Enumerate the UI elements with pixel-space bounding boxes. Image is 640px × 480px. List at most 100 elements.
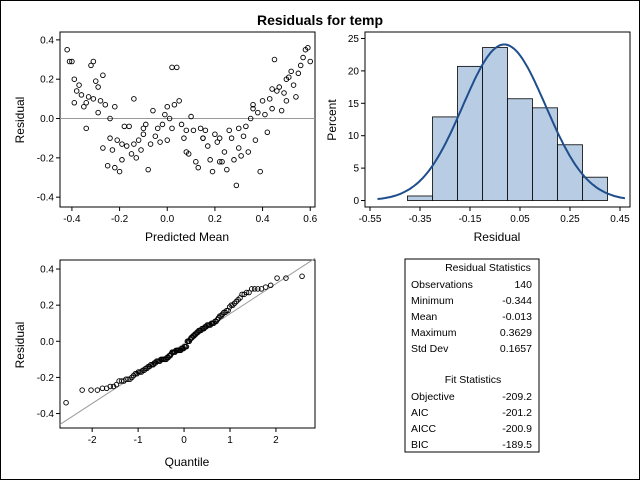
qq-point [135,369,142,375]
qq-x-tick-label: -1 [134,435,143,446]
scatter-point [281,90,287,96]
qq-y-tick-label: -0.4 [37,409,55,420]
scatter-point [145,166,151,173]
residual-stat-label: Maximum [411,327,457,339]
scatter-point [238,153,244,159]
scatter-point [100,72,106,79]
scatter-point [278,107,285,114]
scatter-point [171,102,178,108]
scatter-point [243,123,249,130]
scatter-point [300,54,306,61]
histogram-y-tick-label: 20 [348,66,360,77]
residual-stat-value: 140 [514,279,532,291]
fit-stat-label: BIC [411,439,429,451]
fit-stat-value: -200.9 [502,423,532,435]
scatter-point [143,121,149,128]
qq-point [63,399,69,406]
scatter-point [269,105,275,112]
qq-point [243,289,250,296]
scatter-point [250,105,256,112]
scatter-point [216,135,223,141]
scatter-point [274,88,280,94]
fit-stat-label: Objective [411,391,455,403]
scatter-point [271,56,278,63]
residual-stat-value: 0.1657 [500,343,532,355]
scatter-point [81,103,87,110]
scatter-point [131,96,137,102]
histogram-x-tick-label: -0.55 [359,214,382,225]
residual-statistics-header: Residual Statistics [445,262,531,274]
scatter-point [83,125,89,132]
scatter-point [176,98,182,104]
scatter-point [140,131,147,137]
scatter-point [307,58,313,65]
scatter-point [231,157,237,163]
scatter-point [104,162,111,169]
scatter-point [152,133,159,139]
scatter-y-tick-label: 0.4 [40,35,54,46]
scatter-point [283,98,290,104]
scatter-point [162,111,168,118]
qq-point [274,275,280,281]
fit-statistics-header: Fit Statistics [445,374,502,386]
qq-point [299,273,305,280]
scatter-point [131,141,137,147]
histogram-x-label: Residual [474,230,521,244]
scatter-point [71,100,78,106]
scatter-point [157,139,163,145]
residual-histogram-panel: Residual Percent -0.55 -0.35 -0.15 0.05 0.25… [325,31,631,244]
scatter-x-label: Predicted Mean [145,230,229,244]
qq-x-tick-label: -2 [88,435,97,446]
scatter-point [293,94,299,100]
qq-y-tick-label: 0.0 [40,337,54,348]
scatter-point [240,133,247,139]
scatter-y-tick-label: 0.0 [40,114,54,125]
qq-y-tick-label: -0.2 [37,373,55,384]
scatter-point [224,166,230,173]
scatter-point [197,125,204,132]
qq-point [262,284,269,290]
scatter-point [154,125,161,132]
histogram-y-tick-label: 10 [348,131,360,142]
histogram-bar [482,47,508,201]
qq-point [283,275,289,281]
histogram-bar [407,195,433,201]
scatter-point [250,102,256,108]
scatter-point [83,100,89,106]
scatter-point [214,139,221,145]
qq-y-label: Residual [13,322,27,369]
scatter-x-tick-label: 0.2 [208,214,222,225]
scatter-point [95,109,101,116]
scatter-point [85,94,92,100]
scatter-point [102,102,109,108]
scatter-point [195,164,201,171]
scatter-point [209,168,216,175]
scatter-y-tick-label: -0.2 [37,153,55,164]
qq-y-tick-label: 0.2 [40,301,54,312]
scatter-y-tick-label: -0.4 [37,193,55,204]
scatter-point [193,159,199,165]
histogram-y-tick-label: 5 [353,164,359,175]
histogram-bar [557,144,583,201]
scatter-point [71,76,78,82]
qq-point [267,282,274,289]
scatter-point [166,115,173,122]
scatter-point [202,127,209,134]
scatter-point [138,147,144,153]
qq-point [88,387,94,393]
scatter-y-tick-label: 0.2 [40,75,54,86]
histogram-y-tick-label: 25 [348,34,360,45]
qq-point [118,378,125,384]
scatter-point [228,135,235,141]
statistics-box [404,258,540,453]
qq-point [107,383,114,390]
scatter-point [88,62,94,69]
scatter-point [295,70,302,77]
fit-stat-value: -189.5 [502,439,532,451]
scatter-point [119,157,125,163]
qq-y-tick-label: 0.4 [40,265,54,276]
scatter-point [276,84,283,90]
scatter-point [188,113,194,120]
scatter-point [262,111,268,118]
scatter-point [73,88,80,94]
